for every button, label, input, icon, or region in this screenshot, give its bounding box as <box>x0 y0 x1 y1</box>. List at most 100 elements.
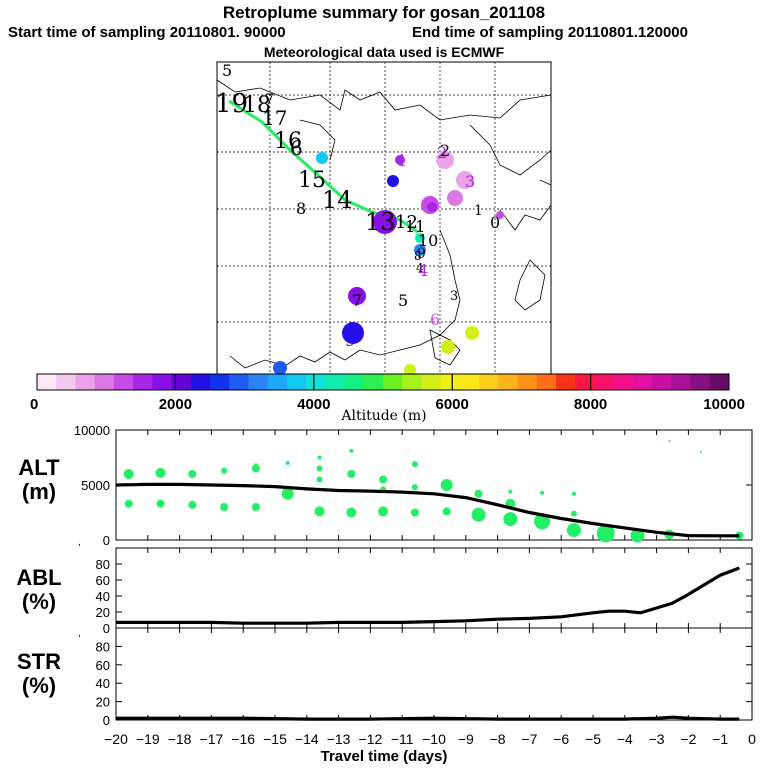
colorbar-swatch <box>210 374 230 390</box>
trajectory-time-label: 12 <box>395 212 418 233</box>
colorbar-swatch <box>594 374 615 390</box>
start-time-label: Start time of sampling 20110801. 90000 <box>8 24 286 41</box>
y-tick-label: 60 <box>96 658 110 673</box>
colorbar-swatch <box>383 374 403 390</box>
alt-series-line <box>115 482 740 538</box>
trajectory-time-label: 5 <box>222 61 232 80</box>
alt-scatter-point <box>630 528 645 543</box>
colorbar-swatch <box>113 374 134 390</box>
cluster-dot <box>465 326 479 340</box>
alt-scatter-point <box>503 512 518 527</box>
y-tick-label: 0 <box>103 533 110 548</box>
x-tick-label: −3 <box>649 731 665 747</box>
trajectory-time-label: 17 <box>262 106 287 130</box>
colorbar-swatch <box>440 374 461 390</box>
str-panel-ylabel: STR (%) <box>17 649 61 698</box>
alt-scatter-point <box>220 503 229 511</box>
colorbar-swatch <box>190 374 211 390</box>
colorbar-swatch <box>613 374 634 390</box>
colorbar-swatch <box>56 374 76 390</box>
cluster-dot <box>496 211 504 219</box>
coastline <box>359 229 461 356</box>
cluster-dot <box>415 233 425 243</box>
x-tick-label: −13 <box>327 731 351 747</box>
abl-panel-ylabel: ABL (%) <box>16 565 62 614</box>
alt-scatter-point <box>378 506 389 517</box>
colorbar-swatch <box>479 374 499 390</box>
colorbar-tick-label: 8000 <box>574 396 607 413</box>
x-tick-label: −17 <box>200 731 224 747</box>
colorbar-tick-label: 2000 <box>159 396 192 413</box>
colorbar-swatch <box>363 374 384 390</box>
colorbar-frame <box>36 373 730 391</box>
x-tick-label: −2 <box>680 731 696 747</box>
colorbar-label: Altitude (m) <box>341 408 427 424</box>
y-tick-label: 60 <box>96 573 110 588</box>
cluster-label: 3 <box>465 172 475 191</box>
colorbar-swatch <box>229 374 249 390</box>
y-tick-label: 80 <box>96 557 110 572</box>
alt-scatter-point <box>411 461 418 468</box>
colorbar-swatch <box>75 374 96 390</box>
colorbar-swatch <box>325 374 345 390</box>
y-tick-label: 20 <box>96 695 110 710</box>
colorbar-swatch <box>344 374 365 390</box>
colorbar-swatch <box>709 374 730 390</box>
alt-scatter-point <box>188 470 197 478</box>
x-tick-label: −9 <box>458 731 474 747</box>
y-tick-label: 0 <box>103 713 110 728</box>
cluster-dot <box>441 340 455 354</box>
x-tick-label: −19 <box>136 731 160 747</box>
alt-scatter-point <box>124 499 133 508</box>
y-tick-label: 0 <box>103 621 110 636</box>
alt-scatter-point <box>571 491 576 496</box>
colorbar-swatch <box>133 374 153 390</box>
trajectory-time-label: 16 <box>274 129 302 154</box>
alt-scatter-point <box>251 464 260 473</box>
alt-scatter-point <box>700 451 703 453</box>
colorbar-swatch <box>671 374 691 390</box>
alt-scatter-point <box>540 490 545 495</box>
cluster-dot <box>348 287 366 305</box>
alt-scatter-point <box>346 507 357 518</box>
colorbar-swatch <box>267 374 288 390</box>
trajectory-time-label: 10 <box>418 231 438 250</box>
cluster-dot <box>273 361 287 375</box>
coastline <box>539 179 552 186</box>
cluster-label: 6 <box>430 310 440 329</box>
alt-scatter-point <box>410 508 419 517</box>
y-tick-label: 40 <box>96 589 110 604</box>
colorbar-swatch <box>402 374 422 390</box>
x-tick-label: 0 <box>748 731 756 747</box>
x-tick-label: −16 <box>231 731 255 747</box>
cluster-label: 8 <box>296 199 306 218</box>
trajectory-time-label: 7 <box>265 92 274 108</box>
str-panel-frame <box>115 627 753 721</box>
cluster-dot <box>316 152 328 164</box>
cluster-label: 4 <box>418 261 428 280</box>
x-tick-label: −4 <box>617 731 633 747</box>
colorbar-swatch <box>632 374 653 390</box>
alt-scatter-point <box>317 455 322 460</box>
cluster-dot <box>447 190 463 206</box>
coastline <box>469 124 552 176</box>
colorbar-swatch <box>556 374 576 390</box>
abl-series-line <box>116 566 740 625</box>
panel-mark: , <box>78 628 81 639</box>
alt-scatter-point <box>281 487 294 500</box>
trajectory-time-label: 3 <box>450 289 458 304</box>
trajectory-time-label: 14 <box>322 186 353 214</box>
alt-scatter-point <box>474 489 483 498</box>
cluster-dot <box>387 175 399 187</box>
alt-scatter-point <box>596 524 615 543</box>
colorbar-swatch <box>575 374 595 390</box>
alt-scatter-point <box>349 448 354 453</box>
coastline <box>299 119 336 161</box>
cluster-dot <box>456 171 474 189</box>
x-tick-label: −6 <box>553 731 569 747</box>
alt-panel-ylabel: ALT (m) <box>18 455 60 504</box>
alt-scatter-point <box>440 479 453 491</box>
alt-scatter-point <box>566 523 581 538</box>
alt-scatter-point <box>253 463 258 468</box>
